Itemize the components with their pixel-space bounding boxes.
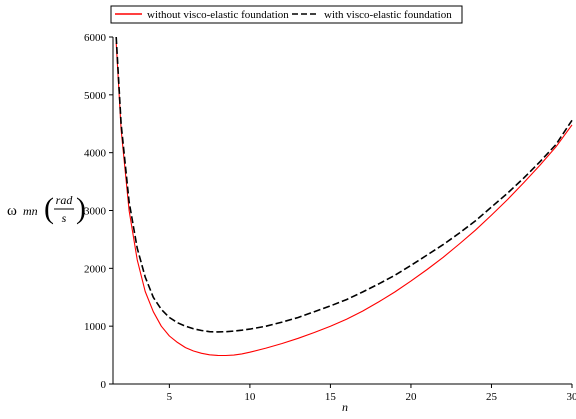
x-axis-label: n bbox=[342, 400, 348, 414]
x-axis-title: n bbox=[342, 400, 348, 414]
y-axis-denominator: s bbox=[62, 211, 67, 225]
y-tick-label-1000: 1000 bbox=[84, 321, 107, 333]
y-tick-label-0: 0 bbox=[101, 379, 107, 391]
x-tick-label-15: 15 bbox=[325, 391, 337, 403]
legend-box bbox=[110, 5, 463, 24]
series-line-without-foundation bbox=[115, 42, 573, 357]
x-tick-label-25: 25 bbox=[486, 391, 498, 403]
x-tick-label-5: 5 bbox=[167, 391, 173, 403]
plot-area: 0 1000 2000 3000 4000 5000 6000 5 10 15 20 25 30 bbox=[84, 32, 576, 403]
y-axis-numerator: rad bbox=[56, 193, 74, 207]
x-tick-label-10: 10 bbox=[244, 391, 256, 403]
y-tick-label-4000: 4000 bbox=[84, 148, 107, 160]
y-axis-right-paren: ) bbox=[76, 192, 86, 225]
y-tick-label-6000: 6000 bbox=[84, 32, 107, 44]
series-layer bbox=[115, 36, 573, 357]
y-axis-left-paren: ( bbox=[44, 192, 54, 225]
x-tick-label-20: 20 bbox=[405, 391, 417, 403]
legend-label-with: with visco-elastic foundation bbox=[324, 9, 452, 21]
y-axis-subscript: mn bbox=[23, 204, 38, 218]
y-axis-omega: ω bbox=[7, 203, 17, 219]
y-ticks: 0 1000 2000 3000 4000 5000 6000 bbox=[84, 32, 113, 391]
legend: without visco-elastic foundation with vi… bbox=[110, 5, 463, 24]
legend-label-without: without visco-elastic foundation bbox=[147, 9, 289, 21]
y-tick-label-2000: 2000 bbox=[84, 263, 107, 275]
x-tick-label-30: 30 bbox=[567, 391, 576, 403]
series-line-with-foundation bbox=[115, 36, 573, 333]
y-tick-label-3000: 3000 bbox=[84, 206, 107, 218]
x-ticks: 5 10 15 20 25 30 bbox=[167, 384, 576, 403]
y-axis-title: ω mn ( rad s ) bbox=[7, 192, 86, 225]
y-tick-label-5000: 5000 bbox=[84, 90, 107, 102]
